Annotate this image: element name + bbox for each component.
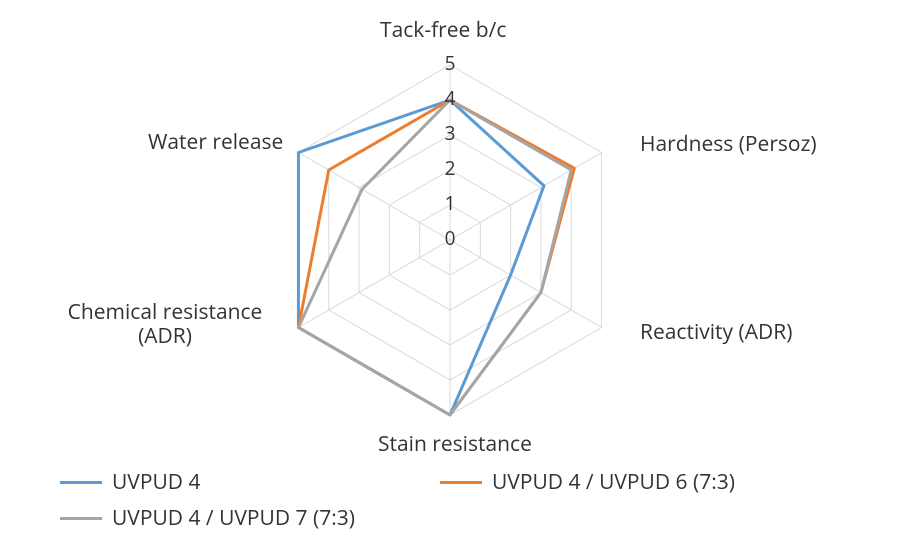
axis-label-stain: Stain resistance [378,432,532,456]
legend: UVPUD 4 UVPUD 4 / UVPUD 6 (7:3) UVPUD 4 … [60,468,840,532]
grid-spoke [450,153,602,241]
legend-item-2: UVPUD 4 / UVPUD 7 (7:3) [60,504,440,532]
tick-label: 2 [445,155,456,181]
tick-label: 1 [445,190,456,216]
axis-label-chemical: Chemical resistance(ADR) [60,300,270,348]
legend-label-1: UVPUD 4 / UVPUD 6 (7:3) [492,468,735,496]
legend-item-0: UVPUD 4 [60,468,440,496]
grid-spoke [298,153,450,241]
legend-swatch-2 [60,517,102,520]
legend-label-2: UVPUD 4 / UVPUD 7 (7:3) [112,504,355,532]
axis-label-water: Water release [148,130,283,154]
tick-label: 0 [445,225,456,251]
axis-label-reactivity: Reactivity (ADR) [640,320,792,344]
axis-label-tack_free: Tack-free b/c [380,18,506,42]
legend-swatch-0 [60,481,102,484]
legend-label-0: UVPUD 4 [112,468,200,496]
radar-chart-container: Tack-free b/c Hardness (Persoz) Reactivity… [0,0,900,550]
grid-spoke [298,240,450,328]
legend-item-1: UVPUD 4 / UVPUD 6 (7:3) [440,468,820,496]
legend-swatch-1 [440,481,482,484]
tick-label: 4 [445,85,456,111]
axis-label-hardness: Hardness (Persoz) [640,132,817,156]
series-line-2 [298,100,571,415]
series-line-0 [298,100,544,415]
tick-label: 3 [445,120,456,146]
tick-label: 5 [445,50,456,76]
